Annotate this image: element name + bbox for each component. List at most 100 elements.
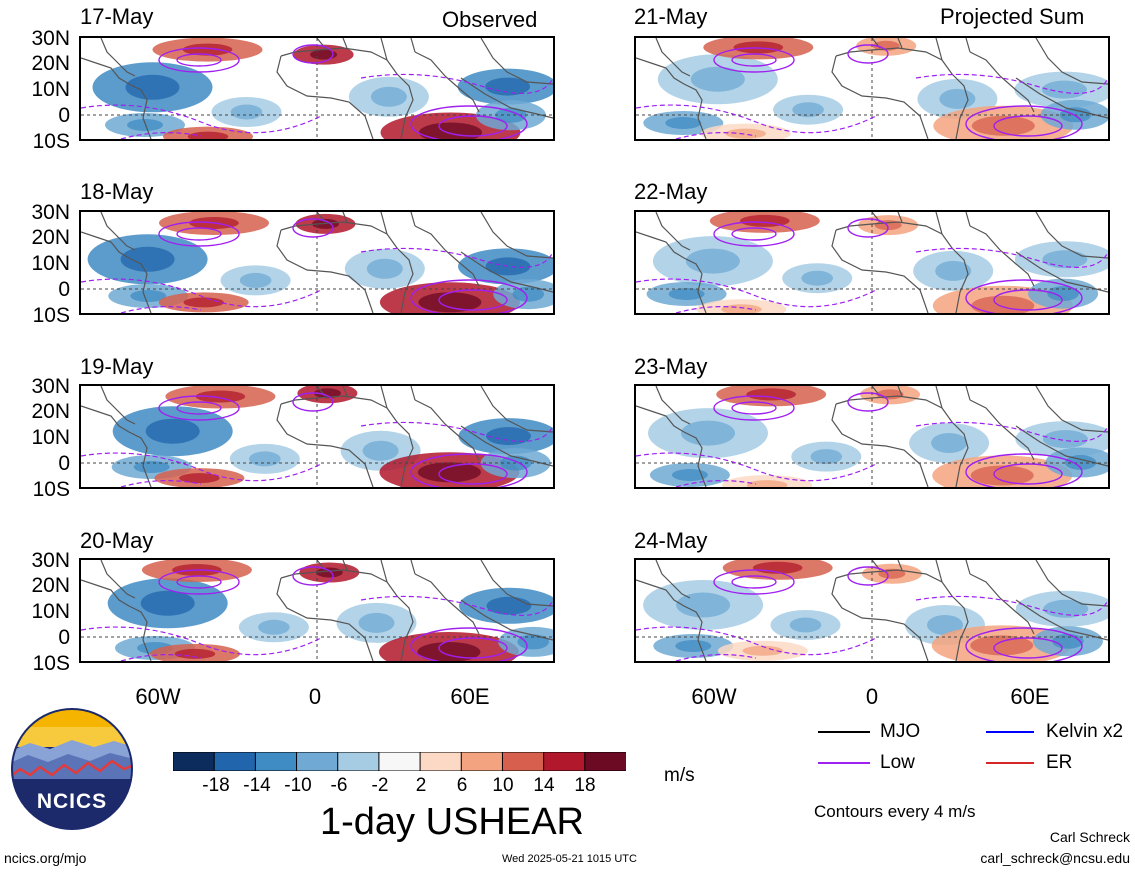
colorbar-tick: 14	[533, 775, 555, 796]
shear-shading-core	[419, 122, 482, 139]
coastline	[1035, 386, 1108, 433]
low-contour	[713, 569, 795, 595]
coastline	[414, 573, 480, 635]
coastline	[969, 51, 1035, 113]
observed-header: Observed	[442, 7, 538, 32]
low-contour	[993, 463, 1063, 485]
map-panel-observed-2	[79, 210, 555, 315]
lon-label: 60W	[691, 684, 737, 709]
shear-shading-core	[746, 480, 788, 487]
coastline	[831, 577, 929, 661]
lon-label: 60E	[450, 684, 490, 709]
coastline	[276, 55, 374, 139]
low-contour	[410, 279, 528, 313]
coastline	[1035, 212, 1108, 259]
logo-text: NCICS	[36, 790, 108, 813]
ncics-logo-icon	[11, 708, 133, 830]
colorbar-tick: 18	[574, 775, 596, 796]
coastline	[414, 225, 480, 287]
colorbar-swatch	[460, 751, 504, 772]
low-contour-negative	[120, 654, 202, 661]
chart-title: 1-day USHEAR	[320, 801, 584, 843]
shear-shading-core	[130, 290, 167, 302]
coastline	[636, 57, 707, 139]
map-panel-projected-1	[634, 36, 1110, 141]
coastline	[414, 399, 480, 461]
low-contour	[993, 289, 1063, 311]
low-contour-negative	[120, 132, 202, 139]
shear-shading-core	[140, 590, 195, 616]
date-label-observed-2: 18-May	[80, 179, 154, 204]
shear-shading-core	[927, 615, 963, 635]
coastline	[636, 579, 707, 661]
low-contour	[847, 392, 889, 412]
low-contour	[847, 44, 889, 64]
lon-label: 60W	[135, 684, 181, 709]
lat-label: 10S	[32, 130, 70, 153]
shear-shading-core	[125, 74, 180, 100]
legend-label-er: ER	[1046, 752, 1073, 773]
shear-shading-core	[935, 260, 972, 281]
low-contour	[410, 627, 528, 661]
coastline	[969, 573, 1035, 635]
date-label-projected-3: 23-May	[634, 354, 708, 379]
shear-shading-core	[179, 473, 220, 484]
coastline	[316, 212, 416, 235]
low-contour	[438, 115, 508, 137]
low-contour	[176, 53, 222, 67]
low-contour	[410, 105, 528, 139]
shear-shading-core	[418, 292, 482, 313]
low-contour	[965, 279, 1083, 313]
colorbar-tick: -10	[284, 775, 312, 796]
lat-label: 20N	[31, 52, 70, 75]
legend-line-low	[818, 762, 870, 764]
shear-shading-core	[495, 107, 527, 123]
shear-shading-core	[801, 270, 833, 286]
shear-shading-core	[182, 43, 233, 56]
shear-shading-core	[970, 465, 1034, 486]
lon-label: 0	[308, 684, 322, 709]
lat-label: 10N	[31, 252, 70, 275]
coastline	[655, 38, 691, 77]
colorbar-tick: -6	[330, 775, 348, 796]
shear-shading-core	[239, 272, 272, 288]
lat-label: 20N	[31, 400, 70, 423]
coastline	[81, 231, 152, 313]
low-contour	[713, 221, 795, 247]
low-contour-negative	[120, 480, 202, 487]
low-contour-negative	[360, 595, 553, 616]
shear-shading-core	[486, 427, 531, 446]
colorbar-swatch	[501, 751, 545, 772]
shear-shading-core	[485, 77, 531, 96]
date-label-observed-1: 17-May	[80, 4, 154, 29]
coastline	[636, 231, 707, 313]
coastline	[1035, 38, 1108, 85]
shear-shading-core	[512, 286, 545, 302]
coastline	[831, 403, 929, 487]
shear-shading-core	[971, 295, 1035, 313]
shear-shading-core	[1047, 286, 1079, 302]
shear-shading-core	[1042, 430, 1088, 449]
shear-shading-core	[668, 288, 705, 300]
lat-label: 10N	[31, 78, 70, 101]
shear-shading-core	[676, 592, 731, 618]
low-contour-negative	[81, 278, 322, 308]
legend-line-kelvin	[986, 731, 1034, 733]
lat-label: 0	[58, 104, 70, 127]
low-contour	[713, 395, 795, 421]
shear-shading-core	[690, 66, 745, 92]
coastline	[871, 386, 971, 409]
low-contour-negative	[636, 452, 877, 482]
lat-label: 30N	[31, 201, 70, 224]
shear-shading-core	[249, 451, 281, 467]
lat-label: 20N	[31, 574, 70, 597]
low-contour	[292, 392, 334, 412]
low-contour	[993, 637, 1063, 659]
date-label-projected-4: 24-May	[634, 528, 708, 553]
lat-label: 30N	[31, 27, 70, 50]
legend-label-kelvin: Kelvin x2	[1046, 721, 1124, 742]
shear-shading-core	[370, 86, 407, 107]
shear-shading-core	[258, 619, 290, 635]
low-contour	[438, 637, 508, 659]
colorbar-swatch	[296, 751, 339, 772]
